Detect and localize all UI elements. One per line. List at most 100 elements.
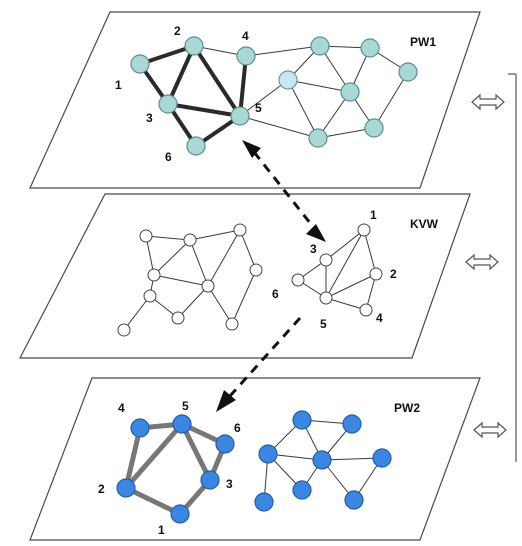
node <box>308 128 328 148</box>
node <box>236 46 256 66</box>
edge <box>145 235 191 241</box>
double-arrow-icon <box>471 93 505 111</box>
node-label: 5 <box>255 101 262 115</box>
node <box>319 291 333 305</box>
edge <box>192 44 242 118</box>
node <box>310 36 330 56</box>
edge <box>287 79 319 139</box>
edge <box>321 457 383 461</box>
node-label: 2 <box>390 267 397 281</box>
edge <box>189 229 241 241</box>
edge <box>231 269 257 325</box>
node <box>342 414 362 434</box>
plane-kvw: KVW <box>19 193 471 359</box>
node <box>183 233 197 247</box>
node <box>312 450 332 470</box>
node <box>170 504 190 524</box>
edge <box>145 235 155 276</box>
node-label: 4 <box>118 401 125 415</box>
edge <box>166 45 196 105</box>
node <box>398 62 418 82</box>
node-label: 6 <box>272 287 279 301</box>
mapping-arrow-kvw-pw2 <box>216 316 302 412</box>
plane-pw2-label: PW2 <box>394 401 420 415</box>
node <box>233 223 247 237</box>
mapping-arrow-pw1-kvw <box>242 140 326 242</box>
node <box>357 223 371 237</box>
node <box>278 70 298 90</box>
edge <box>123 295 151 331</box>
edge <box>287 79 351 93</box>
side-connector <box>465 73 517 462</box>
node-label: 2 <box>174 24 181 38</box>
node <box>147 268 161 282</box>
edge <box>325 229 365 261</box>
node-label: 3 <box>310 242 317 256</box>
node-label: 6 <box>234 421 241 435</box>
node <box>340 82 360 102</box>
node-label: 1 <box>370 208 377 222</box>
node <box>116 478 136 498</box>
edge <box>239 115 319 139</box>
edge <box>124 422 184 490</box>
edge <box>325 297 367 311</box>
node <box>359 303 373 317</box>
plane-kvw-surface <box>19 193 471 359</box>
edge <box>124 485 182 517</box>
node <box>117 323 131 337</box>
dashed-arrow-line <box>252 151 316 229</box>
node <box>139 229 153 243</box>
node <box>130 54 150 74</box>
node <box>171 311 185 325</box>
node <box>186 136 206 156</box>
node <box>201 279 215 293</box>
edge <box>123 427 143 489</box>
node-label: 6 <box>165 150 172 164</box>
node <box>158 94 178 114</box>
arrow-head-icon <box>216 390 236 412</box>
edge <box>373 71 409 129</box>
node <box>344 490 364 510</box>
edge <box>325 229 365 299</box>
edge <box>245 45 321 57</box>
plane-pw1: PW1 <box>29 11 481 189</box>
node <box>249 263 263 277</box>
edge <box>207 229 241 287</box>
node-label: 3 <box>226 477 233 491</box>
node <box>254 492 274 512</box>
node-label: 1 <box>115 78 122 92</box>
node <box>372 448 392 468</box>
edge <box>239 229 257 271</box>
edge <box>153 239 191 276</box>
plane-pw2: PW2 <box>29 377 481 541</box>
edge <box>179 422 213 482</box>
edge <box>153 274 209 287</box>
node-label: 2 <box>98 482 105 496</box>
node <box>292 410 312 430</box>
node <box>360 38 380 58</box>
node <box>369 267 383 281</box>
node-label: 4 <box>376 311 383 325</box>
edge <box>239 79 289 117</box>
node-label: 4 <box>242 29 249 43</box>
plane-pw2-surface <box>29 377 481 541</box>
edge <box>325 273 377 299</box>
node <box>230 106 250 126</box>
node <box>184 36 204 56</box>
edge <box>363 229 377 275</box>
plane-pw1-label: PW1 <box>410 35 436 49</box>
node <box>130 418 150 438</box>
node <box>258 444 278 464</box>
plane-kvw-label: KVW <box>410 217 439 231</box>
edge <box>189 239 209 287</box>
double-arrow-icon <box>465 253 499 271</box>
node-label: 5 <box>320 317 327 331</box>
node <box>172 414 192 434</box>
node <box>143 289 157 303</box>
node-label: 1 <box>158 523 165 537</box>
arrow-head-icon <box>242 140 261 158</box>
node <box>319 253 333 267</box>
node <box>364 118 384 138</box>
edge <box>238 55 248 117</box>
